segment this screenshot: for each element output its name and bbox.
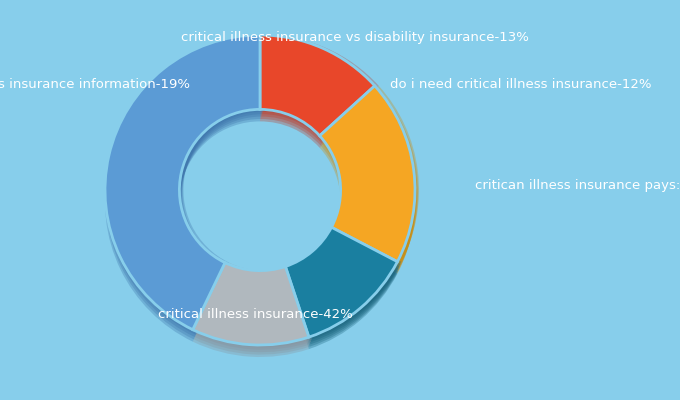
Wedge shape [192, 275, 309, 357]
Wedge shape [105, 35, 260, 330]
Wedge shape [288, 230, 401, 340]
Wedge shape [323, 88, 418, 264]
Text: do i need critical illness insurance-12%: do i need critical illness insurance-12% [390, 78, 651, 92]
Wedge shape [287, 234, 399, 344]
Wedge shape [195, 268, 311, 350]
Wedge shape [108, 37, 263, 332]
Wedge shape [105, 47, 260, 342]
Wedge shape [261, 45, 375, 146]
Text: critical illness insurance vs disability insurance-13%: critical illness insurance vs disability… [181, 32, 529, 44]
Wedge shape [320, 98, 415, 274]
Wedge shape [194, 272, 309, 354]
Text: critican illness insurance pays:-12%: critican illness insurance pays:-12% [475, 178, 680, 192]
Wedge shape [324, 86, 419, 262]
Wedge shape [264, 35, 379, 136]
Wedge shape [290, 227, 401, 337]
Wedge shape [320, 95, 415, 271]
Wedge shape [106, 44, 261, 339]
Wedge shape [194, 270, 311, 352]
Wedge shape [321, 93, 417, 269]
Wedge shape [322, 90, 418, 266]
Wedge shape [288, 232, 400, 342]
Wedge shape [286, 227, 397, 337]
Wedge shape [320, 86, 415, 262]
Wedge shape [260, 35, 375, 136]
Wedge shape [260, 47, 375, 148]
Wedge shape [262, 42, 376, 143]
Wedge shape [263, 37, 378, 138]
Wedge shape [192, 263, 309, 345]
Wedge shape [262, 40, 377, 141]
Text: critical illness insurance-42%: critical illness insurance-42% [158, 308, 352, 322]
Wedge shape [196, 265, 312, 347]
Wedge shape [286, 237, 398, 347]
Wedge shape [107, 42, 262, 337]
Text: critical illness insurance information-19%: critical illness insurance information-1… [0, 78, 190, 92]
Wedge shape [286, 239, 397, 349]
Wedge shape [109, 35, 264, 330]
Wedge shape [197, 263, 313, 345]
Wedge shape [107, 40, 262, 334]
